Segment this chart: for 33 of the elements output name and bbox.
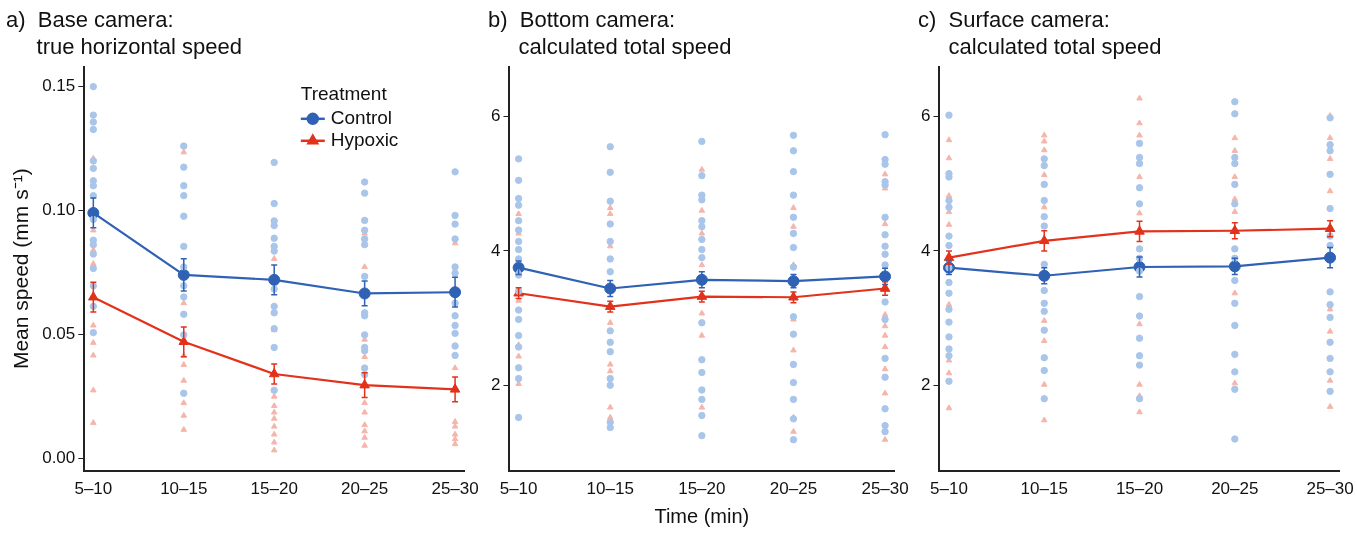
x-tick-label: 20–25	[769, 479, 818, 499]
x-tick-label: 5–10	[930, 479, 968, 499]
legend-title: Treatment	[300, 83, 388, 105]
legend-label: Control	[330, 107, 393, 129]
x-tick-label: 10–15	[1020, 479, 1068, 499]
x-tick-label: 20–25	[341, 479, 389, 499]
x-axis-title: Time (min)	[654, 504, 750, 527]
y-tick-label: 0.15	[42, 76, 76, 96]
x-tick-label: 10–15	[586, 479, 634, 499]
x-tick-label: 25–30	[861, 479, 909, 499]
x-tick-label: 5–10	[74, 479, 113, 499]
x-tick-label: 25–30	[1306, 479, 1354, 499]
y-tick-label: 0.05	[42, 324, 76, 344]
y-tick-label: 4	[490, 240, 501, 260]
legend-label: Hypoxic	[330, 129, 399, 151]
y-axis-title: Mean speed (mm s⁻¹)	[9, 168, 33, 370]
y-tick-label: 2	[920, 374, 931, 394]
y-tick-label: 6	[920, 106, 931, 126]
y-tick-label: 4	[920, 240, 931, 260]
chart-title: c) Surface camera: calculated total speed	[918, 7, 1162, 59]
x-tick-label: 15–20	[678, 479, 726, 499]
x-tick-label: 15–20	[1115, 479, 1164, 499]
chart-title: a) Base camera: true horizontal speed	[6, 7, 243, 59]
x-tick-label: 25–30	[431, 479, 479, 499]
chart-title: b) Bottom camera: calculated total speed	[488, 7, 732, 59]
x-tick-label: 20–25	[1211, 479, 1259, 499]
y-tick-label: 2	[490, 374, 501, 394]
x-tick-label: 15–20	[250, 479, 298, 499]
y-tick-label: 0.00	[42, 447, 76, 467]
x-tick-label: 5–10	[499, 479, 538, 499]
x-tick-label: 10–15	[160, 479, 208, 499]
y-tick-label: 0.10	[42, 200, 76, 220]
y-tick-label: 6	[490, 106, 501, 126]
